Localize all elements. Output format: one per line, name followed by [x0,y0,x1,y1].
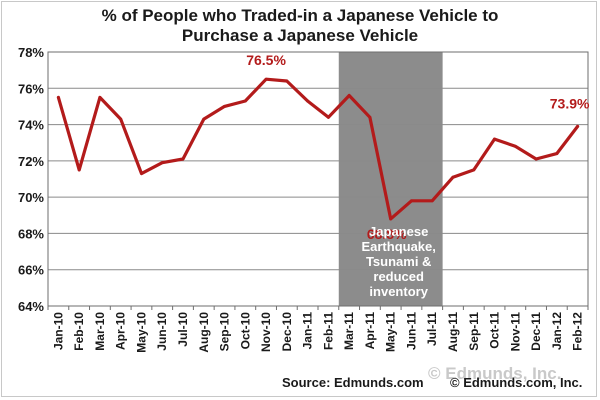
x-tick-label: Feb-10 [72,312,86,351]
y-tick-label: 68% [18,226,44,241]
x-tick-label: May-11 [384,312,398,352]
data-point [306,99,310,103]
x-tick-label: Feb-11 [321,312,335,350]
x-tick-label: Jun-11 [404,312,418,350]
x-tick-label: Jan-12 [550,312,564,350]
y-tick-label: 70% [18,190,44,205]
data-point [451,175,455,179]
x-tick-label: Mar-10 [93,312,107,351]
data-label: 76.5% [246,52,286,68]
data-point [160,161,164,165]
x-tick-label: Dec-11 [529,312,543,351]
x-tick-label: Aug-11 [446,312,460,352]
data-point [389,217,393,221]
x-tick-label: Sep-10 [218,312,232,352]
shaded-region [338,52,443,306]
source-credit: Source: Edmunds.com [282,375,424,390]
data-point [223,105,226,108]
copyright-credit: © Edmunds.com, Inc. [450,375,583,390]
x-tick-label: Apr-10 [114,312,128,350]
x-tick-label: Jan-11 [301,312,315,350]
x-tick-label: Dec-10 [280,312,294,352]
data-point [410,199,413,203]
x-tick-label: Sep-11 [467,312,481,351]
x-tick-label: Oct-11 [488,312,502,349]
y-tick-label: 74% [18,118,44,133]
x-tick-label: Mar-11 [342,312,356,350]
y-tick-label: 72% [18,154,44,169]
data-label: 68.8% [367,226,407,242]
data-label: 73.9% [550,95,590,111]
x-tick-label: Apr-11 [363,312,377,350]
chart-title-line-2: Purchase a Japanese Vehicle [181,26,419,45]
x-tick-label: May-10 [134,312,148,353]
data-point [119,117,123,121]
data-point [555,152,559,156]
data-point [534,157,538,161]
data-point [181,157,185,161]
data-point [472,168,476,172]
shaded-region-annotation: reduced [373,269,424,284]
plot-area-border [47,51,589,307]
data-point [202,117,206,121]
shaded-region-annotation: Tsunami & [366,254,432,269]
x-tick-label: Nov-10 [259,312,273,352]
x-tick-label: Jul-11 [425,312,439,346]
y-tick-label: 66% [18,263,44,278]
data-point [493,137,496,141]
data-point [285,79,289,83]
x-tick-label: Feb-12 [571,312,585,351]
data-point [243,99,247,103]
x-tick-label: Oct-10 [238,312,252,350]
data-point [140,172,143,175]
x-tick-label: Jun-10 [155,312,169,351]
chart-title-line-1: % of People who Traded-in a Japanese Veh… [101,6,499,25]
y-tick-label: 76% [18,81,44,96]
watermark: © Edmunds, Inc. [428,364,562,383]
data-point [98,95,102,99]
x-tick-label: Nov-11 [508,312,522,352]
data-point [77,168,81,172]
y-tick-label: 64% [18,299,44,314]
data-point [576,124,580,128]
data-point [368,115,372,119]
data-point [56,95,60,99]
shaded-region-annotation: inventory [369,284,428,299]
data-point [347,94,351,97]
data-point [513,144,517,148]
shaded-region-annotation: Japanese [369,224,428,239]
series-line [56,77,580,221]
data-point [264,77,268,81]
data-point [326,115,330,119]
x-tick-label: Aug-10 [197,312,211,353]
data-point [430,199,434,203]
x-tick-label: Jul-10 [176,312,190,347]
x-tick-label: Jan-10 [51,312,65,350]
y-tick-label: 78% [18,45,44,60]
shaded-region-annotation: Earthquake, [361,239,435,254]
